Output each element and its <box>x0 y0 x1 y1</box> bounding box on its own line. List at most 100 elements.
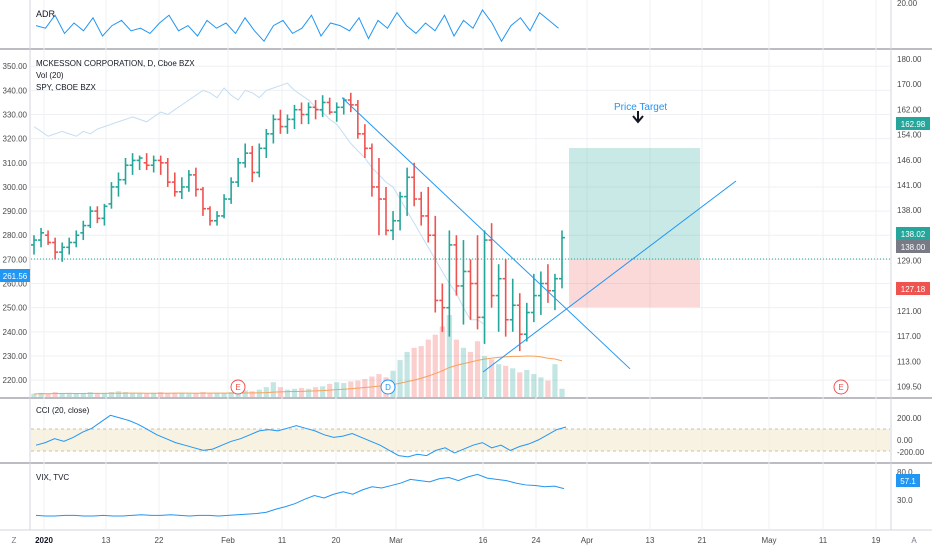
axes: 350.00 340.00 330.00 320.00 310.00 300.00 290.… <box>3 0 925 545</box>
volume-bar <box>122 392 129 397</box>
volume-bar <box>165 392 171 397</box>
cci-band <box>31 428 890 452</box>
volume-bar <box>144 393 150 397</box>
cci-line <box>35 414 567 458</box>
cci-label: CCI (20, close) <box>36 406 90 415</box>
volume-bar <box>137 392 143 397</box>
volume-bar <box>545 380 551 397</box>
volume-bar <box>404 351 410 397</box>
time-axis-label: 13 <box>646 536 655 545</box>
time-axis-label: 21 <box>698 536 707 545</box>
volume-bar <box>313 387 319 397</box>
left-axis-tick: 260.00 <box>3 280 28 289</box>
volume-bar <box>186 393 192 397</box>
svg-text:A: A <box>911 536 917 545</box>
vix-line <box>35 473 565 517</box>
volume-bar <box>460 347 467 397</box>
volume-bar <box>101 392 107 397</box>
left-axis-tick: 320.00 <box>3 135 28 144</box>
volume-bar <box>439 326 445 397</box>
volume-bar <box>87 392 93 397</box>
volume-bar <box>80 392 86 397</box>
long-position-tool[interactable] <box>31 148 890 308</box>
left-axis-tick: 270.00 <box>3 255 28 264</box>
volume-bar <box>200 392 206 397</box>
right-axis-tick: 121.00 <box>897 307 922 316</box>
earnings-marker[interactable]: E <box>833 379 849 395</box>
right-axis-tick: 113.00 <box>897 357 921 366</box>
cci-band-fill <box>31 429 890 451</box>
right-axis-tick: 146.00 <box>897 156 922 165</box>
trendlines[interactable] <box>341 97 737 373</box>
volume-bar <box>432 334 438 397</box>
stop-price-badge: 127.18 <box>896 282 930 295</box>
volume-bar <box>129 392 136 397</box>
volume-bar <box>270 382 276 397</box>
volume-bar <box>108 392 115 397</box>
left-price-badge: 261.56 <box>0 269 30 282</box>
left-axis-tick: 230.00 <box>3 352 28 361</box>
volume-bar <box>524 369 530 397</box>
left-axis-tick: 290.00 <box>3 207 28 216</box>
timezone-button[interactable]: Z <box>12 536 17 545</box>
svg-text:D: D <box>385 383 391 392</box>
adr-label: ADR <box>36 9 56 19</box>
right-axis-tick: 20.00 <box>897 0 918 8</box>
time-axis-label: 2020 <box>35 536 53 545</box>
right-axis-tick: 30.0 <box>897 496 913 505</box>
time-axis-label: 13 <box>102 536 111 545</box>
volume-bar <box>158 392 164 397</box>
volume-bar <box>453 339 459 397</box>
volume-bar <box>179 392 185 397</box>
target-price-badge: 162.98 <box>896 117 930 130</box>
left-axis-tick: 220.00 <box>3 376 28 385</box>
volume-bar <box>376 374 382 397</box>
time-axis-label: 16 <box>479 536 488 545</box>
earnings-marker[interactable]: E <box>230 379 246 395</box>
volume-bar <box>397 360 403 397</box>
volume-bar <box>474 341 481 397</box>
right-axis-tick: -200.00 <box>897 448 925 457</box>
volume-bar <box>66 392 72 397</box>
spy-label: SPY, CBOE BZX <box>36 83 97 92</box>
vix-value-badge: 57.1 <box>896 474 920 487</box>
time-axis-label: 19 <box>872 536 881 545</box>
time-axis-label: 24 <box>532 536 541 545</box>
dividend-marker[interactable]: D <box>380 379 396 395</box>
overlay-lines <box>33 9 567 517</box>
time-axis-label: 11 <box>819 536 828 545</box>
svg-text:261.56: 261.56 <box>3 272 28 281</box>
spy-line <box>33 82 485 325</box>
volume-bar <box>467 351 474 397</box>
right-axis-tick: 80.0 <box>897 468 913 477</box>
volume-bar <box>411 347 417 397</box>
right-axis-tick: 138.00 <box>897 206 922 215</box>
volume-bar <box>305 388 312 397</box>
right-axis-tick: 141.00 <box>897 181 922 190</box>
volume-bar <box>263 387 269 397</box>
time-axis-label: Feb <box>221 536 235 545</box>
time-axis-label: 11 <box>278 536 287 545</box>
svg-text:138.00: 138.00 <box>901 243 926 252</box>
volume-bar <box>221 392 227 397</box>
volume-bar <box>214 392 220 397</box>
ohlc-bars <box>31 92 565 352</box>
entry-price-badge: 138.00 <box>896 240 930 253</box>
svg-text:57.1: 57.1 <box>900 477 916 486</box>
trendline-up <box>482 180 737 373</box>
right-axis-tick: 129.00 <box>897 257 922 266</box>
profit-zone <box>569 148 700 260</box>
svg-text:162.98: 162.98 <box>901 120 926 129</box>
left-axis-tick: 310.00 <box>3 159 28 168</box>
volume-bar <box>496 364 502 397</box>
price-target-label[interactable]: Price Target <box>614 102 667 113</box>
auto-scale-button[interactable]: A <box>911 536 917 545</box>
volume-bar <box>538 377 544 397</box>
volume-bar <box>503 365 509 397</box>
time-axis-label: May <box>761 536 776 545</box>
volume-bar <box>242 390 248 397</box>
left-axis-tick: 340.00 <box>3 86 28 95</box>
right-axis-tick: 180.00 <box>897 55 922 64</box>
